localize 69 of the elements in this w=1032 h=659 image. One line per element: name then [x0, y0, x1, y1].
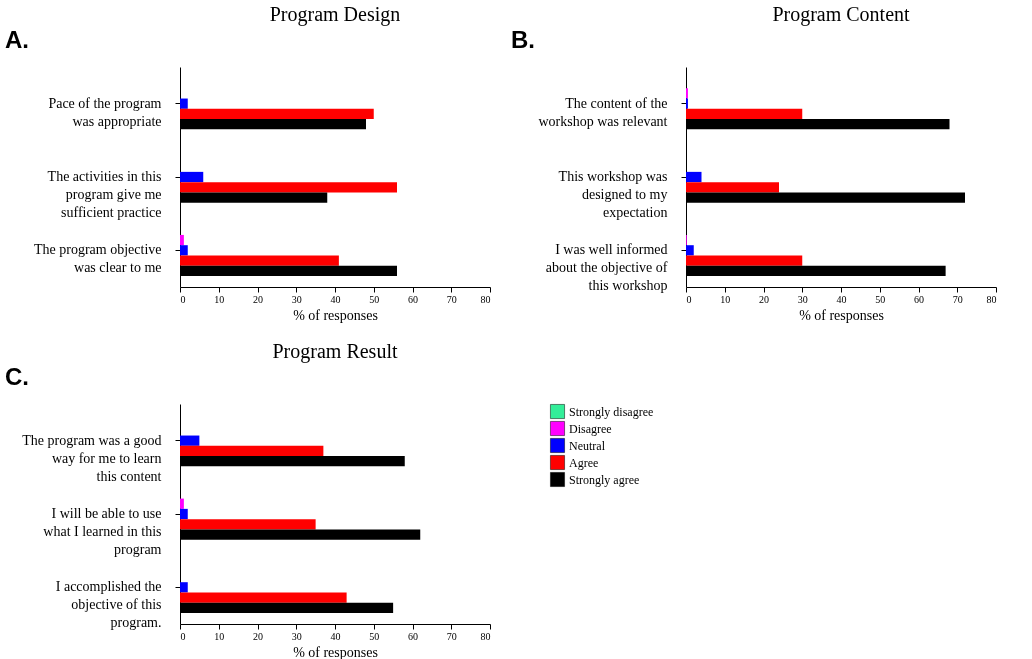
x-tick-label: 30 — [291, 630, 302, 642]
x-tick-label: 50 — [369, 630, 380, 642]
legend-label: Strongly disagree — [569, 404, 654, 419]
bar — [180, 498, 184, 509]
x-tick-label: 20 — [253, 630, 263, 642]
x-tick-label: 50 — [369, 293, 380, 305]
y-tick-label: This workshop was designed to my expectation — [558, 169, 668, 220]
x-tick-label: 80 — [480, 293, 491, 305]
x-tick-label: 0 — [686, 293, 692, 305]
x-tick-label: 40 — [330, 630, 341, 642]
bar — [686, 108, 803, 120]
x-tick-label: 80 — [480, 630, 491, 642]
bar — [180, 255, 339, 266]
legend-label: Strongly agree — [569, 472, 640, 487]
y-tick-label: The program was a good way for me to learn this content — [22, 432, 162, 484]
y-tick-label: The activities in this program give me sufficient practice — [47, 169, 162, 220]
x-tick-label: 10 — [214, 630, 225, 642]
text: B. — [511, 26, 535, 53]
y-tick-label: The content of the workshop was relevant — [538, 95, 668, 129]
x-tick-label: 40 — [836, 293, 847, 305]
x-tick-label: 50 — [875, 293, 886, 305]
bar — [180, 582, 188, 593]
text: C. — [5, 363, 29, 390]
x-tick-label: 20 — [759, 293, 769, 305]
x-tick-label: 0 — [180, 630, 186, 642]
bar — [180, 508, 188, 520]
bar — [180, 592, 347, 603]
x-tick-label: 30 — [291, 293, 302, 305]
x-tick-label: 70 — [446, 293, 457, 305]
x-tick-label: 60 — [408, 630, 418, 642]
bar — [686, 255, 803, 266]
y-tick-label: I was well informed about the objective of this workshop — [545, 242, 668, 294]
bar — [180, 445, 324, 457]
bar — [686, 245, 694, 256]
y-tick-label: Pace of the program was appropriate — [48, 95, 162, 129]
bar — [180, 519, 316, 530]
x-tick-label: 60 — [408, 293, 418, 305]
x-tick-label: 60 — [914, 293, 924, 305]
y-tick-label: The program objective was clear to me — [33, 242, 162, 276]
x-tick-label: 40 — [330, 293, 341, 305]
bar — [180, 108, 374, 120]
x-tick-label: 70 — [446, 630, 457, 642]
x-tick-label: 10 — [720, 293, 731, 305]
bar — [686, 182, 779, 193]
chart-title: Program Design — [269, 3, 401, 26]
bar — [686, 171, 702, 183]
legend-label: Disagree — [569, 421, 612, 436]
y-tick-label: I will be able to use what I learned in this program — [43, 506, 162, 557]
bar — [180, 171, 204, 183]
bar — [180, 182, 397, 193]
bar — [180, 98, 188, 109]
bar — [180, 234, 184, 246]
x-axis-title: % of responses — [799, 307, 884, 323]
x-tick-label: 10 — [214, 293, 225, 305]
x-tick-label: 20 — [253, 293, 263, 305]
y-tick-label: I accomplished the objective of this program. — [55, 579, 162, 631]
chart-title: Program Content — [772, 3, 911, 26]
chart-title: Program Result — [272, 340, 398, 363]
legend-label: Neutral — [569, 438, 606, 453]
bar — [180, 245, 188, 256]
x-axis-title: % of responses — [293, 307, 378, 323]
text: A. — [5, 26, 29, 53]
bar — [180, 435, 200, 446]
x-tick-label: 30 — [797, 293, 808, 305]
x-tick-label: 0 — [180, 293, 186, 305]
x-axis-title: % of responses — [293, 644, 378, 659]
x-tick-label: 70 — [952, 293, 963, 305]
legend-label: Agree — [569, 455, 599, 470]
x-tick-label: 80 — [986, 293, 997, 305]
